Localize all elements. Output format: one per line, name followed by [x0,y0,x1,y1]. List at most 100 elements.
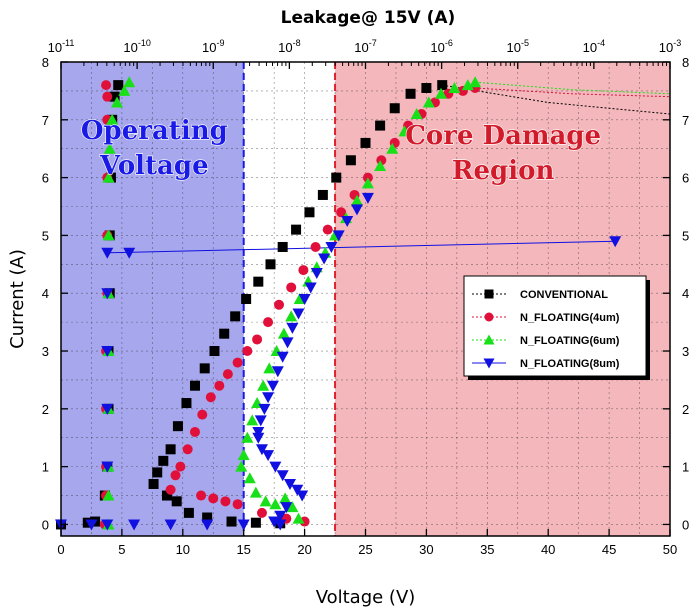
data-point [277,241,288,252]
x-tick-label: 5 [118,542,125,557]
data-point [298,294,311,305]
data-point [262,392,275,404]
data-point [237,519,250,531]
data-point [437,80,448,91]
data-point [101,461,114,473]
data-point [286,282,297,293]
data-point [196,490,207,501]
data-point [469,76,482,88]
data-point [277,327,290,339]
data-point [292,512,305,524]
data-point [199,363,210,374]
legend-label: N_FLOATING(4um) [520,312,620,324]
data-point [237,449,250,461]
y-tick-label-left: 5 [42,228,49,243]
data-point [158,455,169,466]
y-tick-label-right: 0 [682,517,689,532]
data-point [235,460,248,472]
data-point [255,444,268,456]
series-line-2 [475,81,671,95]
data-point [317,189,328,200]
data-point [103,142,116,154]
y-tick-label-right: 1 [682,460,689,475]
data-point [232,499,243,510]
data-point [274,519,287,531]
series-line-3 [107,240,616,254]
y-tick-label-right: 2 [682,402,689,417]
data-point [128,519,141,531]
data-point [256,507,267,518]
data-point [283,478,296,490]
data-point [165,484,176,495]
data-point [171,496,182,507]
x-tick-label: 0 [57,542,64,557]
legend-marker [484,289,494,299]
y-tick-label-right: 4 [682,286,689,301]
data-point [202,512,213,523]
y-tick-label-right: 7 [682,113,689,128]
data-point [310,241,321,252]
data-point [252,426,265,438]
data-point [172,421,183,432]
data-point [101,80,112,91]
y-axis-title: Current (A) [7,249,28,349]
data-point [222,369,233,380]
data-point [243,472,256,484]
region-label-operating: Operating [81,116,228,146]
data-point [360,137,371,148]
y-tick-label-left: 4 [42,286,49,301]
top-tick-label: 10-5 [507,38,529,55]
data-point [249,486,262,498]
data-point [214,380,225,391]
y-tick-label-right: 8 [682,55,689,70]
data-point [175,461,186,472]
data-point [350,194,363,206]
data-point [276,351,289,363]
top-tick-label: 10-8 [278,38,300,55]
top-tick-label: 10-9 [202,38,224,55]
data-point [374,160,387,172]
data-point [148,478,159,489]
data-point [298,265,309,276]
data-point [280,502,293,514]
data-point [262,450,275,462]
data-point [101,346,114,358]
data-point [252,334,263,345]
data-point [296,490,309,502]
data-point [386,142,399,154]
x-axis-title: Voltage (V) [316,587,416,608]
x-tick-label: 15 [236,542,250,557]
data-point [209,346,220,357]
data-point [246,414,259,426]
data-point [165,444,176,455]
data-point [101,288,114,300]
legend-label: N_FLOATING(8um) [520,358,620,370]
data-point [259,495,272,507]
data-point [361,177,374,189]
data-point [291,484,304,496]
data-point [241,294,252,304]
series-line-1 [475,87,671,98]
data-point [230,311,241,322]
legend-box [463,275,647,377]
x-tick-label: 20 [297,542,311,557]
data-point [102,489,115,501]
data-point [113,80,124,91]
data-point [250,517,261,528]
y-tick-label-left: 8 [42,55,49,70]
data-point [361,192,374,204]
x-tick-label: 10 [176,542,190,557]
data-point [253,276,264,287]
legend-label: N_FLOATING(6um) [520,335,620,347]
legend-marker [484,312,494,322]
data-point [304,282,317,294]
top-axis-title: Leakage@ 15V (A) [281,8,456,28]
data-point [208,493,219,504]
y-tick-label-left: 2 [42,402,49,417]
data-point [232,357,243,368]
data-point [220,496,231,507]
data-point [310,267,323,279]
data-point [389,103,400,114]
top-tick-label: 10-3 [659,38,681,55]
legend-marker [483,334,495,345]
